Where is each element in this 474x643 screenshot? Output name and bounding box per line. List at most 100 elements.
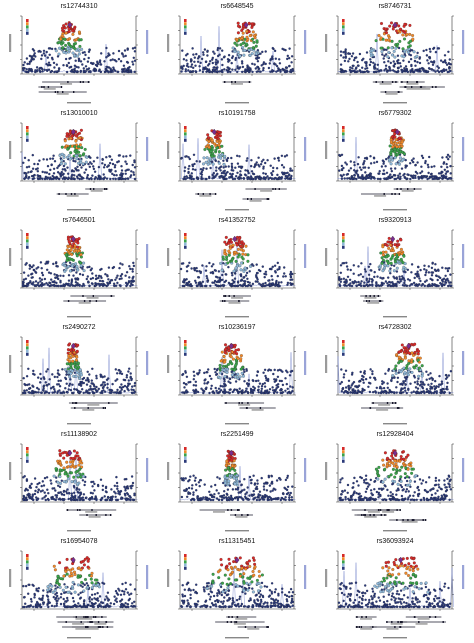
snp-point: [445, 170, 448, 173]
ld-legend-swatch: [342, 22, 345, 26]
snp-point: [80, 177, 83, 181]
snp-point: [40, 278, 44, 281]
snp-point: [113, 58, 116, 62]
snp-point: [404, 366, 408, 370]
snp-point: [380, 283, 383, 287]
snp-point: [126, 486, 129, 490]
ld-legend-swatch: [184, 346, 187, 350]
snp-point: [83, 51, 86, 54]
snp-point: [74, 240, 78, 244]
snp-point: [352, 64, 355, 67]
snp-point: [351, 52, 355, 55]
snp-point: [183, 169, 186, 173]
snp-point: [403, 386, 406, 390]
snp-point: [236, 70, 239, 74]
y-axis-label-mark: [167, 141, 170, 159]
snp-point: [384, 165, 387, 168]
snp-point: [291, 69, 295, 72]
snp-point: [256, 271, 259, 275]
snp-point: [241, 389, 244, 392]
snp-point: [28, 54, 32, 58]
snp-point: [89, 385, 92, 388]
snp-point: [236, 348, 240, 352]
snp-point: [208, 175, 211, 179]
snp-point: [188, 157, 191, 161]
snp-point: [71, 32, 75, 36]
snp-point: [61, 498, 65, 502]
snp-point: [204, 66, 207, 69]
snp-point: [130, 170, 133, 173]
snp-point: [120, 176, 123, 180]
snp-point: [113, 490, 116, 493]
snp-point: [413, 350, 417, 354]
snp-point: [193, 60, 196, 63]
snp-point: [276, 156, 280, 160]
snp-point: [90, 379, 93, 382]
snp-point: [106, 386, 109, 389]
snp-point: [448, 67, 451, 70]
snp-point: [391, 377, 394, 380]
snp-point: [399, 238, 403, 242]
y-axis-label-mark: [167, 34, 170, 52]
snp-point: [45, 62, 48, 66]
snp-point: [78, 368, 82, 372]
snp-point: [213, 175, 217, 178]
snp-point: [349, 391, 352, 394]
snp-point: [223, 343, 227, 347]
snp-point: [430, 376, 433, 379]
gene-exon: [102, 407, 105, 409]
y-axis-label-mark: [9, 34, 12, 52]
snp-point: [416, 51, 419, 55]
snp-point: [377, 391, 380, 395]
snp-point: [83, 480, 87, 483]
snp-point: [79, 38, 83, 42]
snp-point: [60, 26, 64, 30]
snp-point: [79, 264, 83, 268]
snp-point: [64, 387, 67, 390]
x-axis-label-mark: [225, 423, 249, 425]
snp-point: [114, 492, 117, 495]
snp-point: [41, 480, 44, 483]
gene-label-mark: [60, 83, 73, 85]
gene-exon: [386, 402, 389, 404]
snp-point: [114, 69, 117, 72]
snp-point: [345, 284, 348, 287]
snp-point: [356, 162, 360, 166]
snp-point: [395, 277, 399, 280]
snp-point: [31, 384, 34, 387]
snp-point: [212, 263, 215, 266]
snp-point: [250, 164, 253, 168]
snp-point: [401, 47, 405, 51]
snp-point: [63, 37, 67, 41]
snp-point: [100, 267, 103, 271]
snp-point: [195, 284, 199, 288]
snp-point: [393, 62, 397, 66]
snp-point: [55, 261, 58, 264]
snp-point: [224, 347, 228, 351]
snp-point: [364, 270, 367, 273]
snp-point: [28, 387, 31, 390]
snp-point: [245, 68, 248, 71]
gene-exon: [369, 295, 371, 297]
snp-point: [118, 491, 122, 494]
snp-point: [269, 59, 272, 62]
snp-point: [280, 163, 284, 167]
ld-legend-swatch: [342, 233, 345, 236]
snp-point: [236, 31, 240, 35]
snp-point: [286, 281, 290, 285]
snp-point: [24, 277, 28, 280]
snp-point: [51, 386, 54, 389]
snp-point: [396, 42, 400, 46]
snp-point: [91, 276, 95, 280]
snp-point: [354, 170, 357, 173]
snp-point: [220, 144, 224, 148]
snp-point: [443, 54, 447, 57]
snp-point: [417, 70, 420, 73]
snp-point: [414, 69, 417, 72]
snp-point: [120, 273, 124, 276]
snp-point: [191, 47, 194, 50]
snp-point: [223, 389, 227, 393]
snp-point: [260, 387, 263, 390]
snp-point: [382, 162, 385, 165]
snp-point: [76, 361, 80, 365]
